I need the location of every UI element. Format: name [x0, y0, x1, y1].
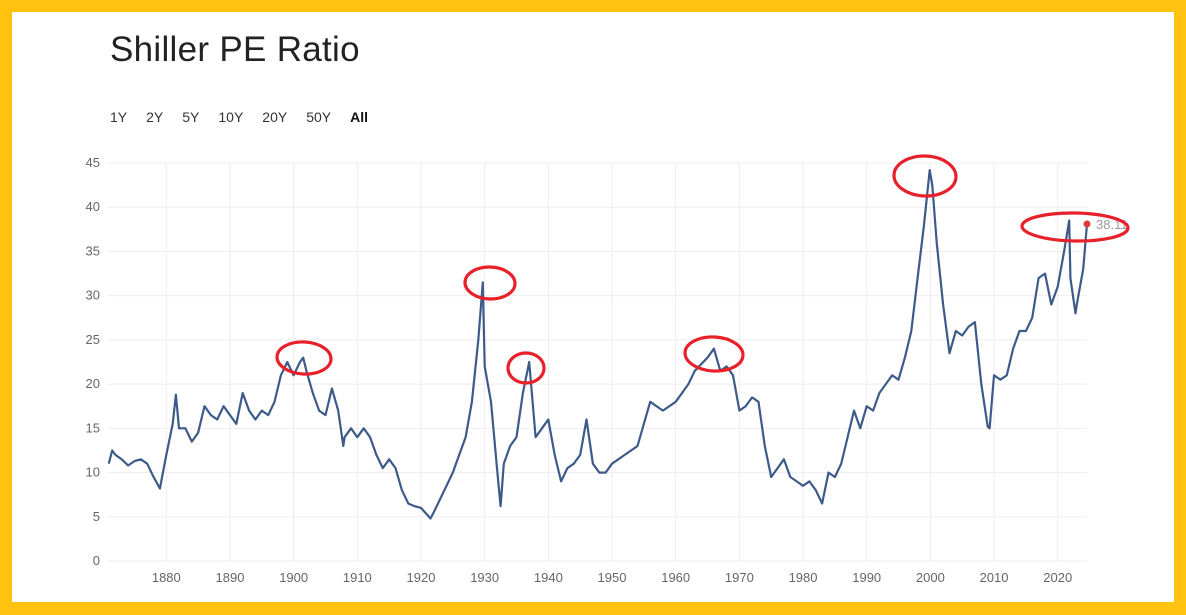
chart-panel: Shiller PE Ratio 1Y 2Y 5Y 10Y 20Y 50Y Al…	[12, 12, 1174, 602]
last-value-label: 38.11	[1096, 217, 1128, 232]
y-tick-label: 40	[86, 199, 100, 214]
range-50y[interactable]: 50Y	[306, 109, 332, 125]
x-tick-label: 1980	[789, 570, 818, 585]
range-1y[interactable]: 1Y	[110, 109, 128, 125]
page-title: Shiller PE Ratio	[110, 30, 360, 69]
last-point-marker	[1083, 220, 1091, 228]
annotation-circle-1966	[683, 335, 745, 373]
range-5y[interactable]: 5Y	[182, 109, 200, 125]
range-selector: 1Y 2Y 5Y 10Y 20Y 50Y All	[110, 109, 387, 125]
y-tick-label: 10	[86, 465, 100, 480]
x-tick-label: 2020	[1043, 570, 1072, 585]
x-tick-label: 1890	[216, 570, 245, 585]
y-tick-label: 0	[93, 553, 100, 568]
shiller-pe-chart[interactable]: 0 5 10 15 20 25 30 35 40 45 1880 1890 1900 1910 1920 19…	[12, 12, 1174, 602]
x-tick-label: 1900	[279, 570, 308, 585]
y-tick-label: 35	[86, 243, 100, 258]
range-10y[interactable]: 10Y	[218, 109, 244, 125]
x-tick-label: 1970	[725, 570, 754, 585]
y-tick-label: 20	[86, 376, 100, 391]
x-tick-label: 1950	[598, 570, 627, 585]
x-tick-label: 1960	[661, 570, 690, 585]
range-20y[interactable]: 20Y	[262, 109, 288, 125]
y-tick-label: 15	[86, 420, 100, 435]
annotation-circle-1929	[463, 265, 517, 301]
range-all[interactable]: All	[350, 109, 369, 125]
range-2y[interactable]: 2Y	[146, 109, 164, 125]
x-tick-label: 2010	[980, 570, 1009, 585]
y-tick-label: 30	[86, 288, 100, 303]
y-tick-label: 45	[86, 155, 100, 170]
x-tick-label: 1910	[343, 570, 372, 585]
annotation-circle-2000	[892, 154, 958, 198]
x-tick-label: 1880	[152, 570, 181, 585]
annotation-circle-2024	[1020, 211, 1130, 243]
annotation-circle-1900	[275, 340, 333, 376]
x-tick-label: 1930	[470, 570, 499, 585]
y-tick-label: 25	[86, 332, 100, 347]
y-tick-label: 5	[93, 509, 100, 524]
series-line	[107, 169, 1089, 520]
annotation-circle-1937	[506, 351, 546, 385]
x-tick-label: 1990	[852, 570, 881, 585]
x-tick-label: 2000	[916, 570, 945, 585]
x-tick-label: 1940	[534, 570, 563, 585]
x-tick-label: 1920	[407, 570, 436, 585]
